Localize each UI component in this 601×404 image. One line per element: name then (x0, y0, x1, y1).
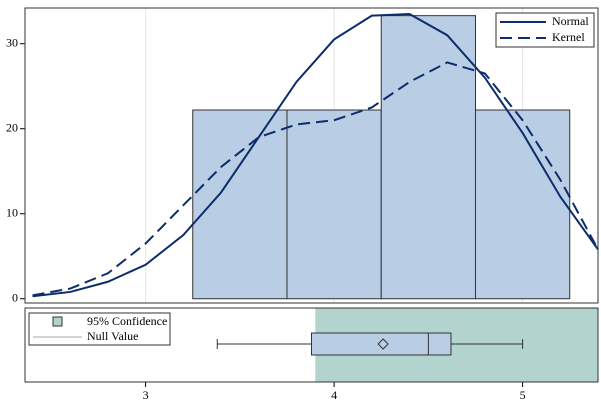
legend-label: 95% Confidence (87, 314, 167, 328)
x-tick-label: 3 (143, 388, 149, 402)
plot-frame (24, 7, 599, 304)
legend (495, 12, 595, 48)
y-tick-label: 30 (6, 35, 18, 49)
bar (474, 109, 571, 300)
legend-swatch (52, 316, 63, 327)
density-curve (32, 12, 599, 298)
box (311, 332, 452, 356)
mean-marker (377, 338, 389, 350)
bar (380, 15, 476, 300)
x-tick-label: 4 (331, 388, 337, 402)
legend-label: Null Value (87, 329, 138, 343)
box-frame (24, 307, 599, 383)
bar (286, 109, 382, 300)
y-tick-label: 0 (12, 290, 18, 304)
legend-label: Kernel (552, 30, 585, 44)
y-tick-label: 10 (6, 205, 18, 219)
x-tick-label: 5 (520, 388, 526, 402)
bar (192, 109, 288, 300)
y-tick-label: 20 (6, 120, 18, 134)
legend-label: Normal (552, 14, 589, 28)
